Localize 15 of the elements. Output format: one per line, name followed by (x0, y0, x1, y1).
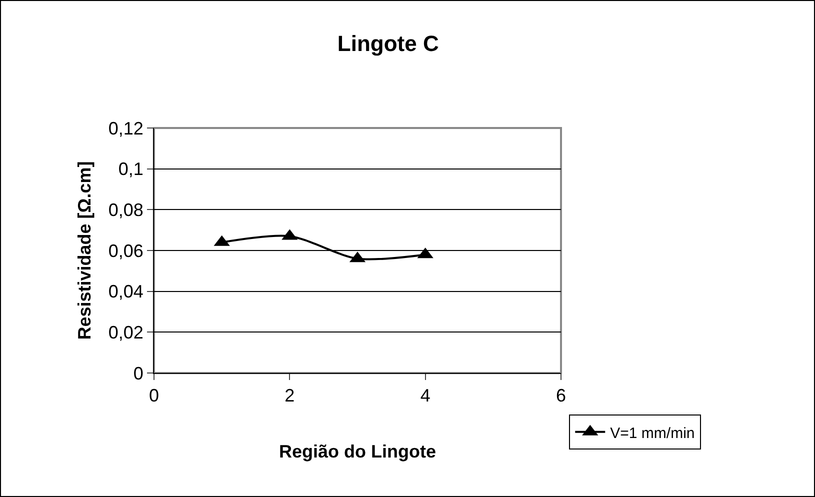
x-tick-label: 4 (420, 386, 430, 406)
x-tick-label: 2 (284, 386, 295, 406)
y-tick-label: 0,08 (108, 200, 144, 220)
x-tick-label: 6 (556, 386, 566, 406)
x-axis-title: Região do Lingote (279, 442, 436, 462)
y-tick-label: 0,1 (118, 159, 144, 180)
y-tick-label: 0,02 (108, 322, 144, 342)
x-tick-label: 0 (148, 386, 160, 406)
y-tick-label: 0,12 (108, 118, 144, 138)
y-axis-title: Resistividade [Ω.cm] (74, 161, 95, 340)
y-tick-label: 0,04 (108, 282, 144, 302)
legend-label: V=1 mm/min (610, 424, 695, 442)
chart-title: Lingote C (337, 31, 439, 56)
y-tick-label: 0 (133, 363, 144, 384)
y-tick-label: 0,06 (108, 240, 144, 261)
